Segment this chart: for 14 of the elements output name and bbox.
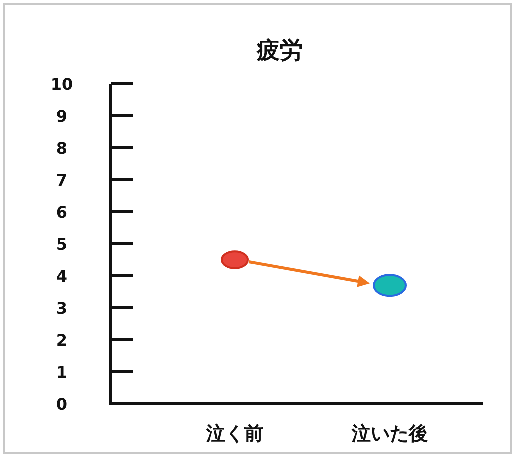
- y-tick-label: 0: [56, 395, 68, 414]
- y-tick-label: 5: [56, 235, 68, 254]
- y-tick-label: 3: [56, 299, 68, 318]
- x-tick-label: 泣いた後: [351, 423, 428, 445]
- chart-title: 疲労: [256, 38, 303, 64]
- y-tick-label: 7: [56, 171, 68, 190]
- y-tick-label: 8: [56, 139, 68, 158]
- y-tick-label: 9: [56, 107, 68, 126]
- y-tick-label: 4: [56, 267, 68, 286]
- y-tick-label: 10: [50, 75, 74, 94]
- y-tick-label: 2: [56, 331, 68, 350]
- x-tick-label: 泣く前: [206, 423, 264, 445]
- y-tick-label: 1: [56, 363, 68, 382]
- y-tick-label: 6: [56, 203, 68, 222]
